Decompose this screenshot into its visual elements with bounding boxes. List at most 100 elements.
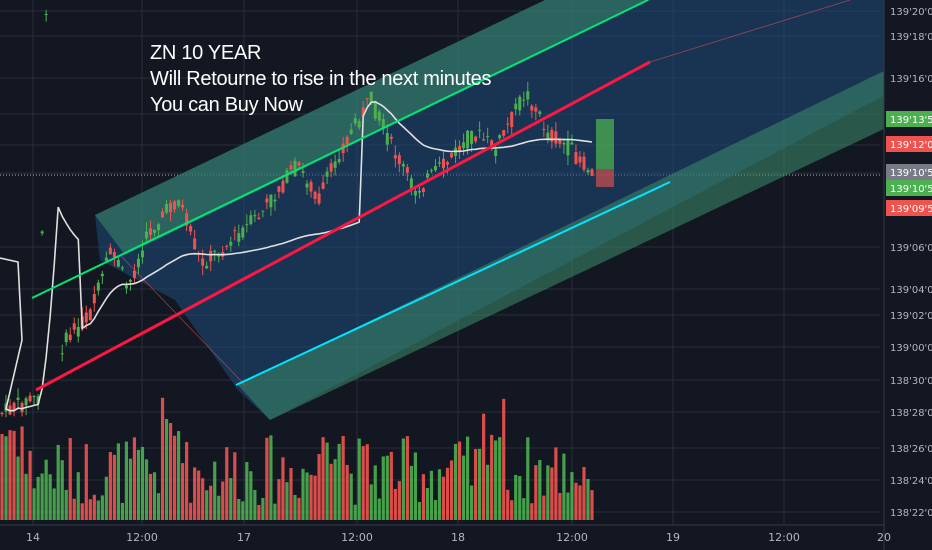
candle-body (285, 170, 289, 183)
volume-bar (550, 467, 554, 520)
volume-bar (28, 450, 32, 520)
candle-body (345, 136, 349, 145)
volume-bar (88, 499, 92, 520)
candle-body (417, 190, 421, 193)
volume-bar (189, 502, 193, 520)
volume-bar (482, 413, 486, 520)
volume-bar (538, 460, 542, 520)
candle-body (153, 229, 157, 233)
volume-bar (36, 476, 40, 520)
time-tick-label: 12:00 (126, 531, 158, 544)
regression-channels (95, 0, 932, 420)
candle-body (369, 91, 373, 104)
volume-bar (92, 494, 96, 520)
volume-bar (566, 492, 570, 520)
volume-bar (201, 478, 205, 520)
candle-body (305, 183, 309, 188)
volume-bar (494, 440, 498, 520)
candle-body (574, 152, 578, 164)
volume-bar (72, 498, 76, 520)
diagonal-line (119, 254, 246, 386)
volume-bar (193, 467, 197, 520)
candle-body (425, 173, 429, 178)
candle-body (161, 211, 165, 218)
volume-bar (181, 463, 185, 520)
volume-bar (8, 430, 12, 520)
volume-bar (469, 485, 474, 520)
candle-body (116, 259, 120, 267)
long-position-tool[interactable] (596, 119, 614, 187)
volume-bar (273, 503, 277, 520)
candle-body (474, 136, 478, 142)
candle-body (120, 267, 124, 269)
candle-body (76, 326, 80, 337)
volume-bar (490, 434, 494, 520)
candle-body (337, 159, 341, 163)
time-tick-label: 12:00 (556, 531, 588, 544)
volume-bar (421, 474, 426, 520)
candle-body (237, 233, 241, 242)
candle-body (40, 231, 44, 234)
candle-body (409, 178, 413, 189)
candle-body (393, 155, 397, 159)
volume-bar (16, 456, 20, 520)
volume-bar (522, 498, 526, 520)
volume-bar (305, 472, 309, 520)
candle-body (317, 193, 321, 204)
price-badge-label: 139'10'5 (890, 184, 932, 195)
volume-bar (44, 459, 48, 520)
candle-body (124, 285, 128, 289)
volume-bar (345, 464, 349, 520)
volume-bar (4, 436, 8, 520)
candle-body (437, 162, 441, 164)
volume-bar (514, 474, 518, 520)
candle-body (377, 111, 381, 121)
volume-bar (401, 438, 405, 520)
candle-body (446, 162, 450, 165)
candle-body (136, 258, 140, 268)
vwap-line (0, 101, 593, 412)
candle-body (566, 139, 570, 156)
candle-body (349, 129, 353, 134)
volume-bar (317, 454, 321, 520)
volume-bar (542, 495, 546, 520)
chart-annotation[interactable]: ZN 10 YEAR Will Retourne to rise in the … (150, 40, 491, 118)
price-tick-label: 138'26'0 (890, 444, 932, 455)
candle-body (570, 142, 574, 145)
volume-bar (213, 461, 217, 520)
volume-bar (518, 476, 522, 520)
volume-bar (205, 490, 209, 520)
volume-bar (56, 444, 60, 520)
volume-bar (325, 442, 329, 520)
volume-bar (425, 488, 430, 520)
candle-body (538, 111, 542, 114)
volume-bar (429, 470, 434, 520)
volume-bar (64, 489, 68, 520)
time-tick-label: 12:00 (768, 531, 800, 544)
position-stop-zone (596, 169, 614, 187)
volume-bar (265, 437, 269, 520)
candle-body (558, 140, 562, 144)
price-badge-label: 139'12'0 (890, 140, 932, 151)
volume-bar (417, 501, 422, 520)
candle-body (88, 309, 92, 321)
candle-body (245, 224, 249, 226)
candle-body (321, 182, 325, 189)
candle-body (506, 123, 510, 125)
volume-bar (253, 489, 257, 520)
candle-body (466, 130, 470, 149)
candle-body (546, 132, 550, 139)
candle-body (92, 294, 96, 304)
volume-bar (233, 452, 237, 520)
candle-body (470, 130, 474, 144)
price-axis-bg (884, 0, 932, 550)
candle-body (205, 265, 209, 269)
volume-bar (245, 462, 249, 520)
volume-bar (413, 452, 418, 520)
candle-body (241, 227, 245, 238)
volume-bar (365, 444, 369, 520)
volume-bar (24, 473, 28, 520)
candle-body (297, 162, 301, 166)
volume-bar (209, 485, 213, 520)
